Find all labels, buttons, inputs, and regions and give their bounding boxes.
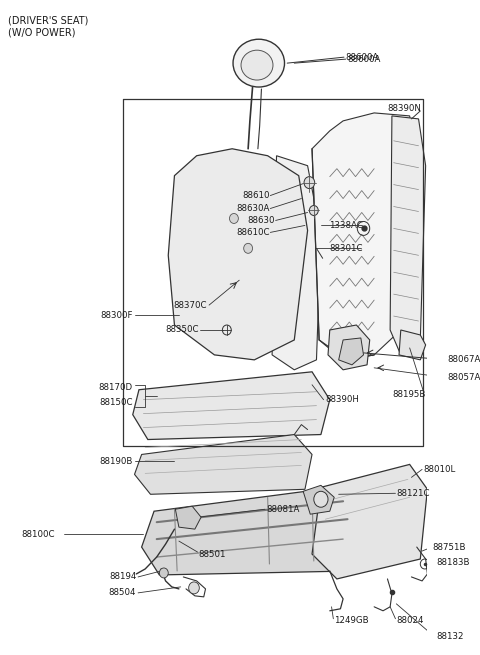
Text: 88121C: 88121C — [396, 489, 430, 498]
Text: (W/O POWER): (W/O POWER) — [9, 28, 76, 37]
Text: 88370C: 88370C — [174, 301, 207, 310]
Text: 88600A: 88600A — [348, 54, 381, 64]
Text: 88081A: 88081A — [266, 505, 299, 514]
Polygon shape — [168, 149, 308, 360]
Text: 88100C: 88100C — [21, 530, 54, 538]
Polygon shape — [312, 464, 427, 579]
Text: 88010L: 88010L — [423, 465, 455, 474]
Text: 88610: 88610 — [242, 191, 269, 200]
Text: 88630A: 88630A — [236, 204, 269, 213]
Ellipse shape — [241, 50, 273, 80]
Ellipse shape — [233, 39, 285, 87]
Text: 88190B: 88190B — [99, 457, 133, 466]
Circle shape — [310, 206, 318, 215]
Circle shape — [159, 568, 168, 578]
Text: 88300F: 88300F — [100, 310, 133, 320]
Polygon shape — [328, 325, 370, 370]
Polygon shape — [303, 485, 334, 514]
Circle shape — [229, 214, 239, 223]
Text: 88504: 88504 — [109, 588, 136, 597]
Text: 88057A: 88057A — [448, 373, 480, 383]
Polygon shape — [134, 434, 312, 495]
Text: (DRIVER'S SEAT): (DRIVER'S SEAT) — [9, 15, 89, 26]
Text: 88610C: 88610C — [236, 228, 269, 237]
Polygon shape — [142, 489, 357, 575]
Text: 88600A: 88600A — [346, 52, 379, 62]
Text: 1249GB: 1249GB — [334, 616, 369, 626]
Text: 88390N: 88390N — [387, 104, 421, 113]
Text: 88170D: 88170D — [98, 383, 133, 392]
Circle shape — [189, 582, 199, 594]
Text: 88194: 88194 — [109, 572, 136, 582]
Circle shape — [304, 177, 315, 189]
Polygon shape — [399, 330, 426, 360]
Text: 88132: 88132 — [436, 632, 464, 641]
Polygon shape — [133, 372, 330, 440]
Polygon shape — [312, 113, 414, 360]
Text: 88067A: 88067A — [448, 356, 480, 364]
Text: 88301C: 88301C — [329, 244, 362, 253]
Text: 88183B: 88183B — [436, 559, 470, 567]
Circle shape — [314, 491, 328, 507]
Polygon shape — [175, 506, 201, 529]
Text: 88390H: 88390H — [325, 395, 359, 404]
Polygon shape — [339, 338, 363, 365]
Circle shape — [244, 244, 252, 253]
Text: 88751B: 88751B — [433, 542, 466, 552]
Text: 88150C: 88150C — [99, 398, 133, 407]
Text: 88501: 88501 — [198, 550, 226, 559]
Text: 88195B: 88195B — [392, 390, 426, 399]
Polygon shape — [390, 116, 426, 355]
Text: 88024: 88024 — [396, 616, 424, 626]
Text: 88350C: 88350C — [165, 326, 198, 335]
Text: 88630: 88630 — [247, 216, 275, 225]
Polygon shape — [272, 156, 321, 370]
Text: 1338AC: 1338AC — [329, 221, 362, 230]
